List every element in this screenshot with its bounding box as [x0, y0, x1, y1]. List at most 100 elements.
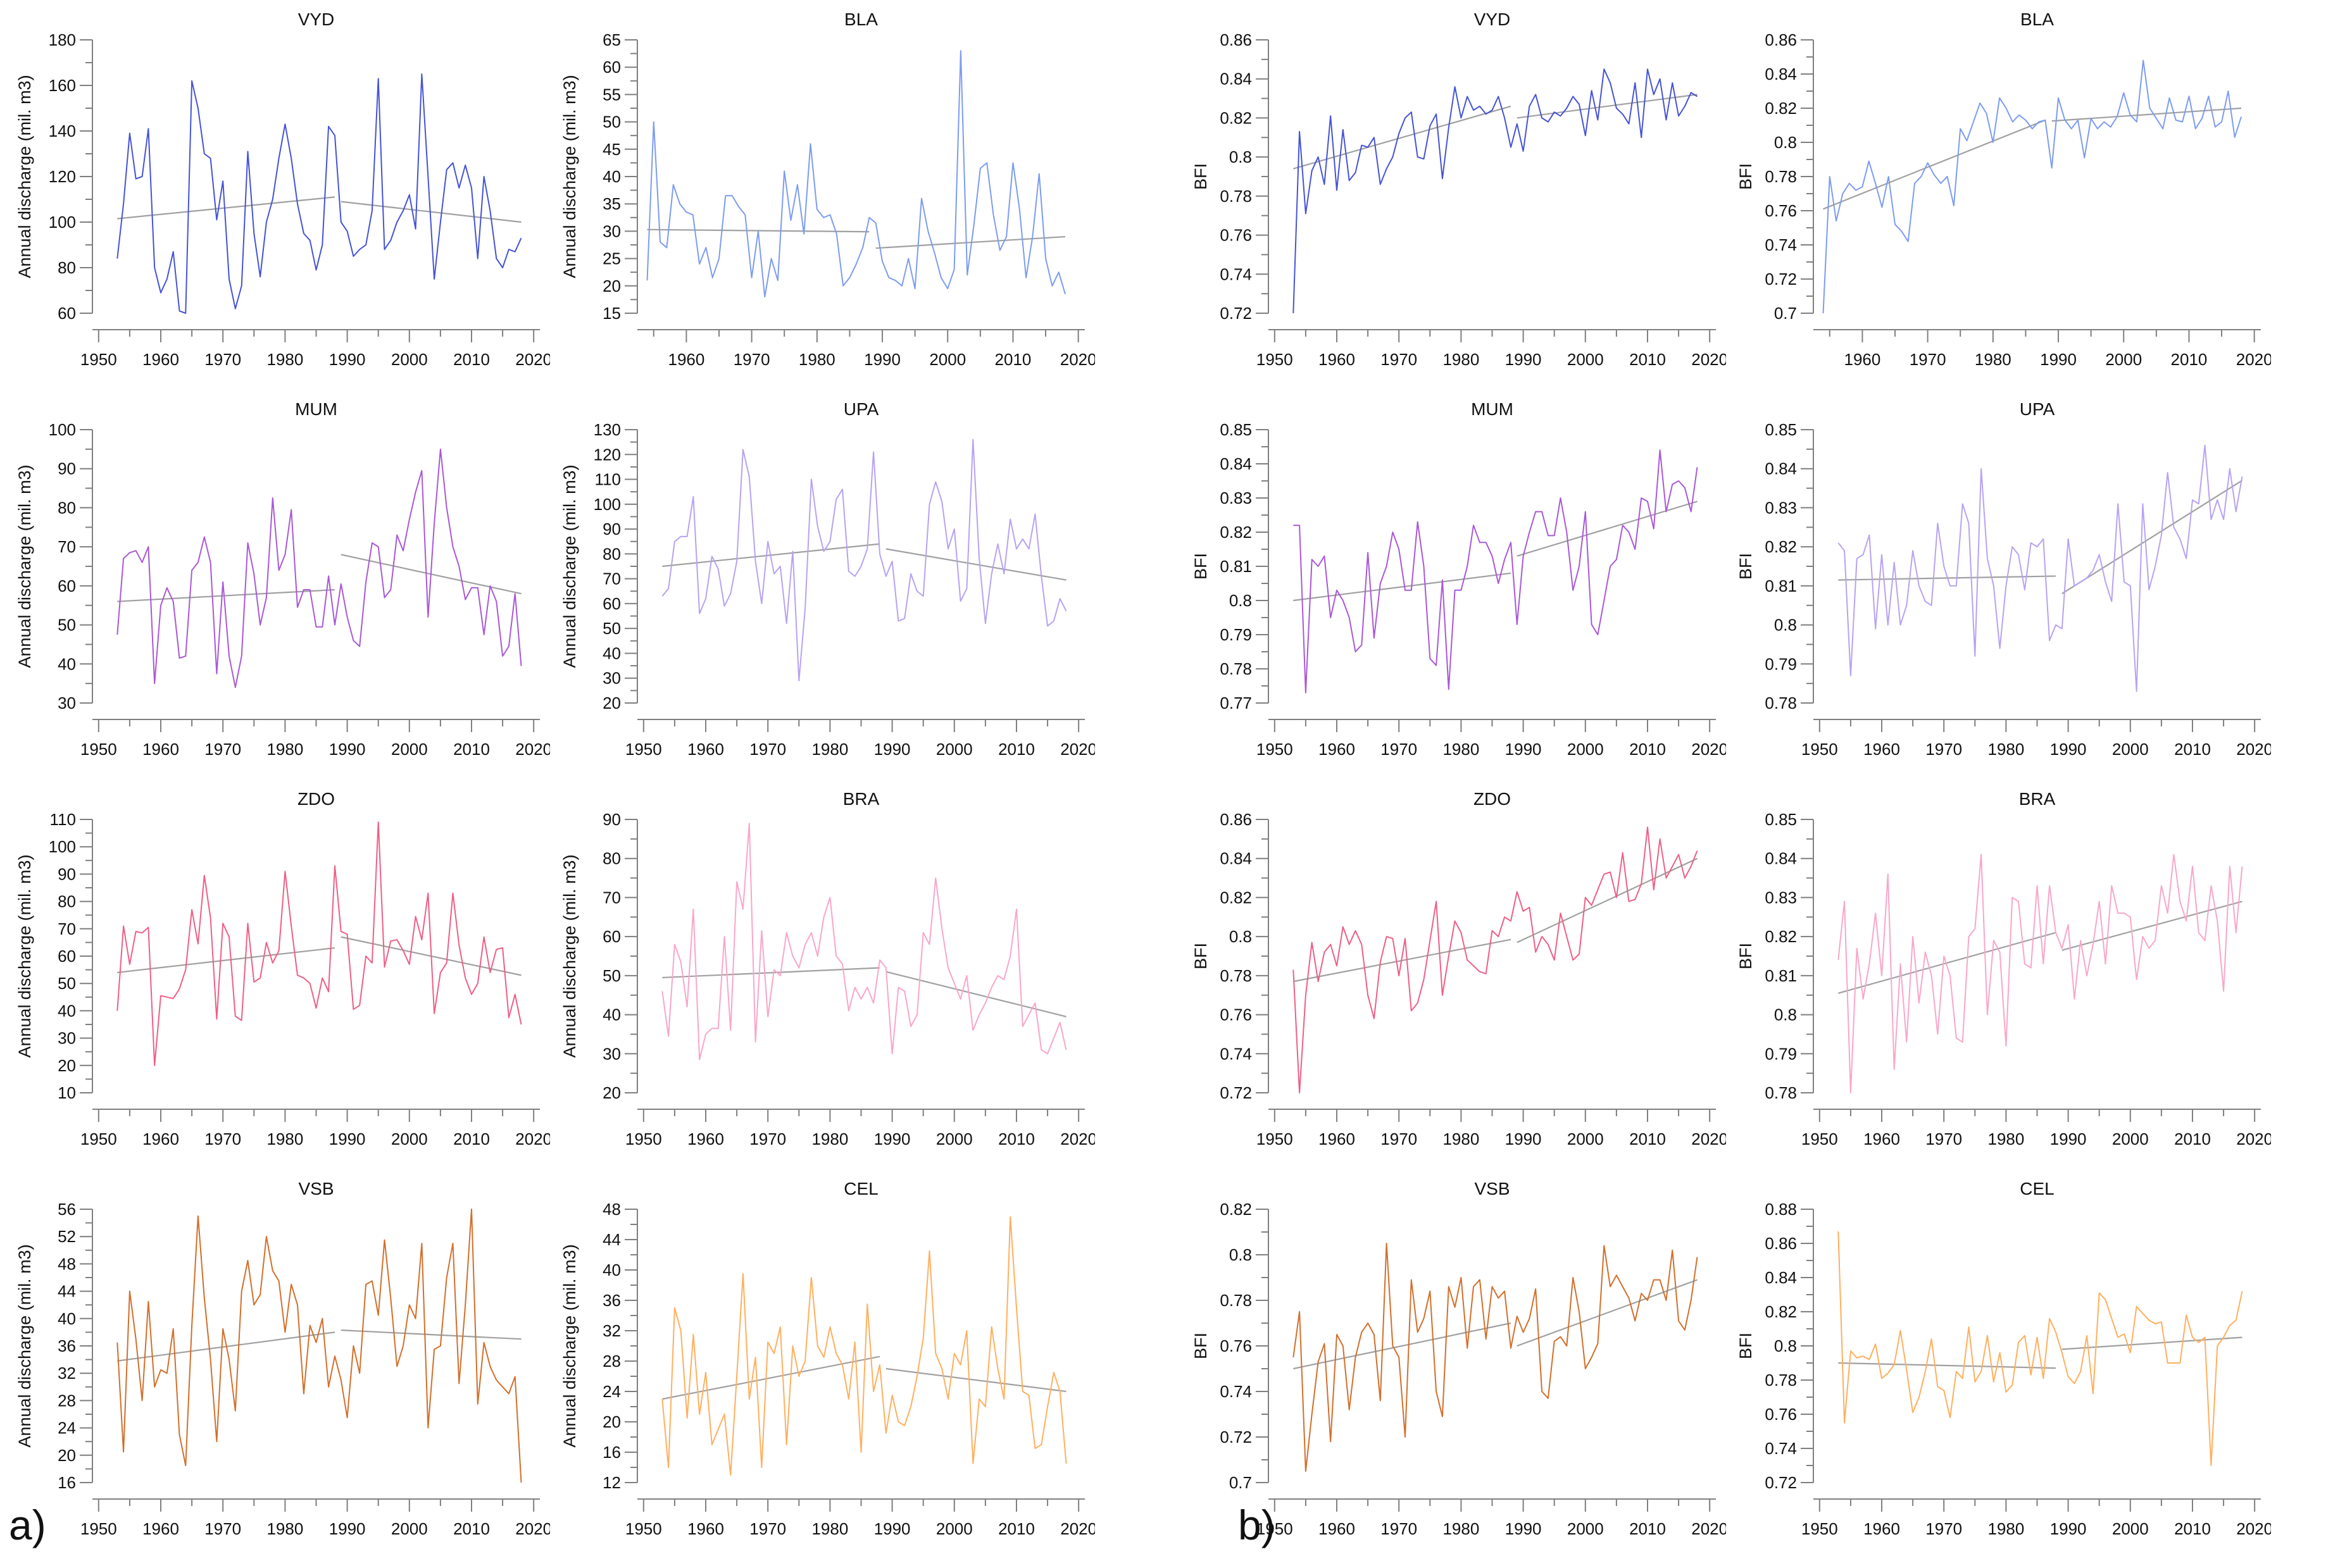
y-tick-label: 60 [603, 58, 621, 77]
y-axis-label: Annual discharge (mil. m3) [560, 464, 579, 668]
chart-a-bla: BLA 15 20 25 30 35 40 45 50 55 60 65 Annual discharg… [554, 5, 1095, 382]
y-tick-label: 0.81 [1220, 557, 1252, 576]
x-tick-label: 2010 [453, 1519, 490, 1538]
y-tick-label: 0.72 [1220, 1083, 1252, 1102]
x-tick-label: 1990 [874, 1519, 911, 1538]
x-tick-label: 2020 [2236, 740, 2271, 759]
y-tick-label: 0.78 [1765, 694, 1797, 712]
chart-a-upa: UPA 20 30 40 50 60 70 80 90 100 110 120 130 Annual di… [554, 395, 1095, 771]
x-axis: 1950 1960 1970 1980 1990 2000 2010 2020 [1801, 719, 2271, 759]
x-tick-label: 1960 [1318, 740, 1355, 759]
x-tick-label: 2000 [2105, 350, 2142, 369]
x-tick-label: 1990 [1505, 740, 1542, 759]
x-axis: 1950 1960 1970 1980 1990 2000 2010 2020 [625, 719, 1095, 759]
x-tick-label: 1970 [1380, 740, 1417, 759]
chart-svg-b-mum: MUM 0.77 0.78 0.79 0.8 0.81 0.82 0.83 0.84 0.85 BF… [1191, 399, 1726, 759]
y-tick-label: 15 [603, 304, 621, 323]
x-tick-label: 2010 [453, 1129, 490, 1148]
y-tick-label: 0.81 [1765, 576, 1797, 595]
y-tick-label: 50 [603, 966, 621, 985]
chart-svg-b-zdo: ZDO 0.72 0.74 0.76 0.78 0.8 0.82 0.84 0.86 BFI 195… [1191, 789, 1726, 1148]
x-tick-label: 2000 [391, 1519, 428, 1538]
y-axis: 0.72 0.74 0.76 0.78 0.8 0.82 0.84 0.86 [1220, 810, 1269, 1102]
trend-line [1838, 1362, 2056, 1369]
series-line [1837, 854, 2243, 1093]
x-axis: 1950 1960 1970 1980 1990 2000 2010 2020 [625, 1109, 1095, 1148]
x-tick-label: 1980 [266, 350, 303, 369]
x-tick-label: 2020 [515, 350, 550, 369]
x-tick-label: 1960 [687, 1129, 724, 1148]
x-tick-label: 1980 [811, 740, 848, 759]
y-tick-label: 35 [603, 194, 621, 213]
chart-svg-a-mum: MUM 30 40 50 60 70 80 90 100 Annual discharge (mi… [15, 399, 550, 759]
y-tick-label: 80 [603, 544, 621, 563]
series-line [1822, 59, 2242, 314]
y-tick-label: 0.79 [1765, 1044, 1797, 1063]
trend-line [1292, 105, 1511, 170]
y-tick-label: 0.8 [1774, 133, 1797, 152]
y-tick-label: 55 [603, 85, 621, 104]
x-tick-label: 2020 [1060, 1519, 1095, 1538]
x-tick-label: 1990 [2050, 1519, 2087, 1538]
y-tick-label: 0.77 [1220, 694, 1252, 712]
y-tick-label: 0.85 [1220, 420, 1252, 439]
y-tick-label: 0.84 [1765, 849, 1797, 868]
y-tick-label: 0.78 [1765, 167, 1797, 186]
trend-line [341, 1329, 522, 1340]
y-tick-label: 180 [49, 30, 76, 49]
y-tick-label: 0.83 [1220, 488, 1252, 507]
x-tick-label: 2010 [453, 350, 490, 369]
y-tick-label: 0.72 [1220, 304, 1252, 323]
y-tick-label: 28 [58, 1391, 76, 1410]
chart-title: VSB [1474, 1179, 1510, 1198]
x-tick-label: 1960 [668, 350, 704, 369]
chart-title: ZDO [297, 789, 335, 809]
panel-gap [1099, 5, 1181, 382]
y-axis: 20 30 40 50 60 70 80 90 100 110 120 130 [594, 420, 638, 712]
chart-title: VYD [298, 9, 335, 29]
x-tick-label: 1970 [749, 1519, 786, 1538]
charts-grid: VYD 60 80 100 120 140 160 180 Annual discharge (… [9, 5, 2271, 1554]
chart-svg-a-bla: BLA 15 20 25 30 35 40 45 50 55 60 65 Annual discharg… [560, 9, 1095, 369]
x-tick-label: 1990 [329, 1129, 366, 1148]
y-tick-label: 0.74 [1220, 1382, 1252, 1401]
y-axis: 15 20 25 30 35 40 45 50 55 60 65 [603, 30, 638, 323]
series-line [661, 439, 1067, 681]
x-tick-label: 1960 [1863, 1519, 1900, 1538]
chart-title: BRA [843, 789, 880, 809]
y-tick-label: 12 [603, 1473, 621, 1492]
x-tick-label: 2010 [1629, 740, 1666, 759]
y-axis-label: Annual discharge (mil. m3) [15, 464, 34, 668]
chart-svg-a-cel: CEL 12 16 20 24 28 32 36 40 44 48 Annual discharge … [560, 1179, 1095, 1538]
y-tick-label: 44 [603, 1230, 621, 1249]
y-tick-label: 20 [58, 1056, 76, 1075]
y-tick-label: 56 [58, 1200, 76, 1219]
y-tick-label: 40 [58, 1001, 76, 1020]
y-axis: 0.78 0.79 0.8 0.81 0.82 0.83 0.84 0.85 [1765, 420, 1814, 712]
y-tick-label: 50 [58, 616, 76, 635]
y-tick-label: 0.72 [1765, 1473, 1797, 1492]
y-tick-label: 0.86 [1765, 1234, 1797, 1253]
y-tick-label: 0.76 [1220, 1005, 1252, 1024]
x-tick-label: 1950 [1801, 740, 1838, 759]
y-tick-label: 20 [603, 694, 621, 712]
x-tick-label: 1950 [1256, 1519, 1293, 1538]
chart-title: MUM [295, 399, 337, 419]
x-tick-label: 2000 [1567, 1519, 1604, 1538]
y-tick-label: 20 [603, 1083, 621, 1102]
y-tick-label: 24 [603, 1382, 621, 1401]
y-tick-label: 0.84 [1220, 454, 1252, 473]
y-axis-label: BFI [1191, 553, 1210, 580]
y-tick-label: 70 [58, 919, 76, 938]
x-tick-label: 2000 [1567, 350, 1604, 369]
x-tick-label: 1970 [204, 350, 241, 369]
trend-line [885, 548, 1066, 581]
x-tick-label: 1980 [799, 350, 835, 369]
x-tick-label: 1960 [687, 1519, 724, 1538]
x-tick-label: 1970 [749, 1129, 786, 1148]
trend-line [2061, 480, 2243, 595]
x-tick-label: 2010 [998, 1519, 1035, 1538]
x-axis: 1950 1960 1970 1980 1990 2000 2010 2020 [1256, 329, 1726, 369]
y-tick-label: 52 [58, 1227, 76, 1246]
y-tick-label: 0.84 [1765, 65, 1797, 84]
